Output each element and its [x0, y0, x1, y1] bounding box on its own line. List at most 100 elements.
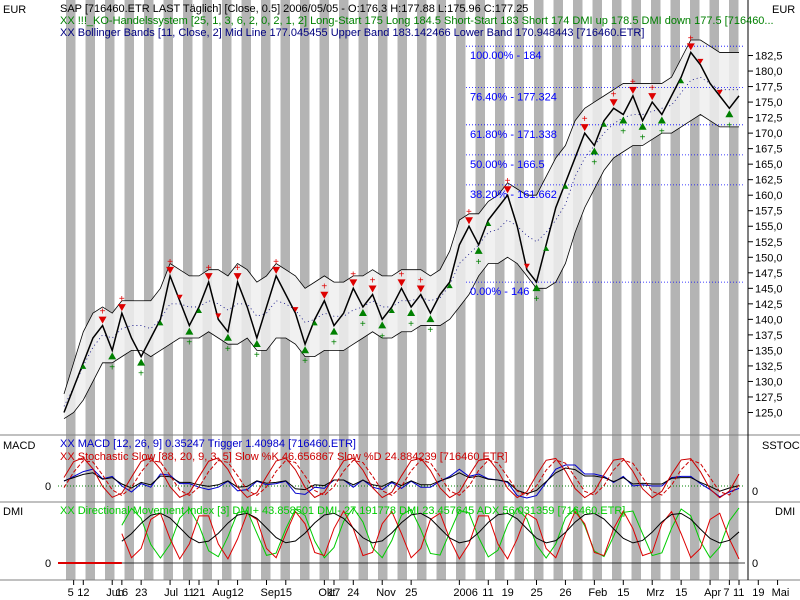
sell-signal-4 [98, 316, 107, 324]
buy-signal-43 [474, 246, 483, 254]
x-tick-label-13: 17 [328, 587, 340, 599]
axes: 182,5 180,0 177,5 175,0 172,5 170,0 167,5 165,0… [68, 0, 790, 599]
sell-signal-65 [686, 43, 695, 51]
x-tick-label-14: 24 [347, 587, 359, 599]
sell-plus-27: + [321, 282, 327, 293]
buy-signal-49 [532, 284, 541, 292]
x-tick-label-23: 15 [617, 587, 629, 599]
price-tick-label-14: 147,5 [755, 268, 783, 280]
price-line [63, 50, 740, 413]
x-tick-label-15: Nov [376, 587, 396, 599]
buy-plus-69: + [726, 120, 732, 131]
x-tick-label-4: 23 [135, 587, 147, 599]
price-tick-label-23: 125,0 [755, 407, 783, 419]
buy-signal-25 [301, 346, 310, 354]
price-tick-label-10: 157,5 [755, 206, 783, 218]
dmi-zero-left: 0 [45, 558, 51, 570]
trend-up-14 [196, 307, 202, 313]
sell-signal-27 [320, 291, 329, 299]
trend-down-48 [523, 263, 530, 269]
sell-signal-6 [117, 304, 126, 312]
x-tick-label-5: Jul [164, 587, 178, 599]
sell-plus-18: + [235, 263, 241, 274]
x-tick-label-24: Mrz [646, 587, 664, 599]
x-tick-label-28: 11 [733, 587, 744, 599]
sell-plus-4: + [100, 307, 106, 318]
fib-label-5: 0.00% - 146 [470, 286, 529, 298]
bollinger-lower [63, 114, 739, 420]
buy-plus-60: + [640, 133, 646, 144]
dmi-legend-1: XX Directional Movement Index [3] DMI+ 4… [60, 505, 625, 517]
x-tick-label-25: 15 [675, 587, 687, 599]
buy-signal-58 [619, 116, 628, 124]
week-stripe-0 [66, 0, 76, 580]
trend-up-56 [601, 121, 607, 127]
dmi-plus-line [121, 507, 740, 559]
week-stripe-23 [514, 0, 524, 580]
header-line-1: SAP [716460.ETR LAST Täglich] [Close, 0.… [60, 3, 528, 15]
stoch-k-line [63, 457, 740, 499]
week-stripe-33 [709, 0, 719, 580]
buy-plus-25: + [302, 356, 308, 367]
x-tick-label-20: 25 [531, 587, 543, 599]
price-tick-label-6: 167,5 [755, 144, 783, 156]
bollinger-upper [63, 39, 739, 394]
dmi-zero-right: 0 [752, 558, 758, 570]
x-tick-label-7: 21 [193, 587, 205, 599]
week-stripe-22 [495, 0, 505, 580]
week-stripe-29 [631, 0, 641, 580]
trend-down-16 [215, 313, 222, 319]
sell-plus-30: + [350, 269, 356, 280]
buy-signal-31 [358, 308, 367, 316]
sell-plus-42: + [466, 207, 472, 218]
week-stripe-28 [612, 0, 622, 580]
x-tick-label-12: Okt [318, 587, 335, 599]
trend-down-66 [697, 58, 704, 64]
week-stripe-34 [729, 0, 739, 580]
fib-label-4: 38.20% - 161.662 [470, 189, 557, 201]
trend-up-50 [543, 245, 550, 251]
buy-signal-17 [223, 333, 232, 341]
sell-signal-18 [233, 273, 242, 281]
sell-plus-32: + [370, 276, 376, 287]
sell-signal-61 [648, 93, 657, 101]
sell-plus-22: + [273, 257, 279, 268]
trend-up-2 [80, 363, 87, 369]
trend-up-40 [446, 283, 453, 289]
x-tick-label-16: 25 [405, 587, 417, 599]
trend-down-24 [292, 307, 299, 313]
price-tick-label-19: 135,0 [755, 345, 783, 357]
sell-plus-65: + [688, 33, 694, 44]
price-tick-label-13: 150,0 [755, 252, 783, 264]
buy-plus-62: + [659, 126, 665, 137]
x-tick-label-26: Apr [704, 587, 721, 599]
macd-legend-1: XX MACD [12, 26, 9] 0.35247 Trigger 1.40… [60, 438, 356, 450]
sell-plus-35: + [399, 269, 405, 280]
x-tick-label-30: Mai [772, 587, 790, 599]
sell-signal-15 [204, 273, 213, 281]
week-stripe-1 [85, 0, 95, 580]
sell-plus-59: + [630, 77, 636, 88]
buy-signal-20 [252, 339, 261, 347]
trend-down-12 [176, 294, 183, 300]
buy-plus-43: + [476, 257, 482, 268]
week-stripe-2 [105, 0, 115, 580]
dmi-minus-line [121, 509, 740, 560]
unit-label-left: EUR [3, 4, 26, 16]
buy-signal-62 [657, 116, 666, 124]
price-tick-label-3: 175,0 [755, 97, 783, 109]
buy-signal-38 [426, 315, 435, 323]
buy-plus-58: + [620, 126, 626, 137]
x-tick-label-22: Feb [588, 587, 607, 599]
price-tick-label-21: 130,0 [755, 376, 783, 388]
sell-plus-11: + [167, 257, 173, 268]
fib-label-2: 61.80% - 171.338 [470, 129, 557, 141]
buy-signal-60 [638, 122, 647, 130]
buy-signal-69 [725, 110, 734, 118]
price-series [63, 50, 740, 413]
trend-down-68 [716, 89, 723, 95]
sell-signal-22 [272, 266, 281, 274]
buy-signal-13 [185, 327, 194, 335]
macd-trigger-line [63, 467, 740, 495]
